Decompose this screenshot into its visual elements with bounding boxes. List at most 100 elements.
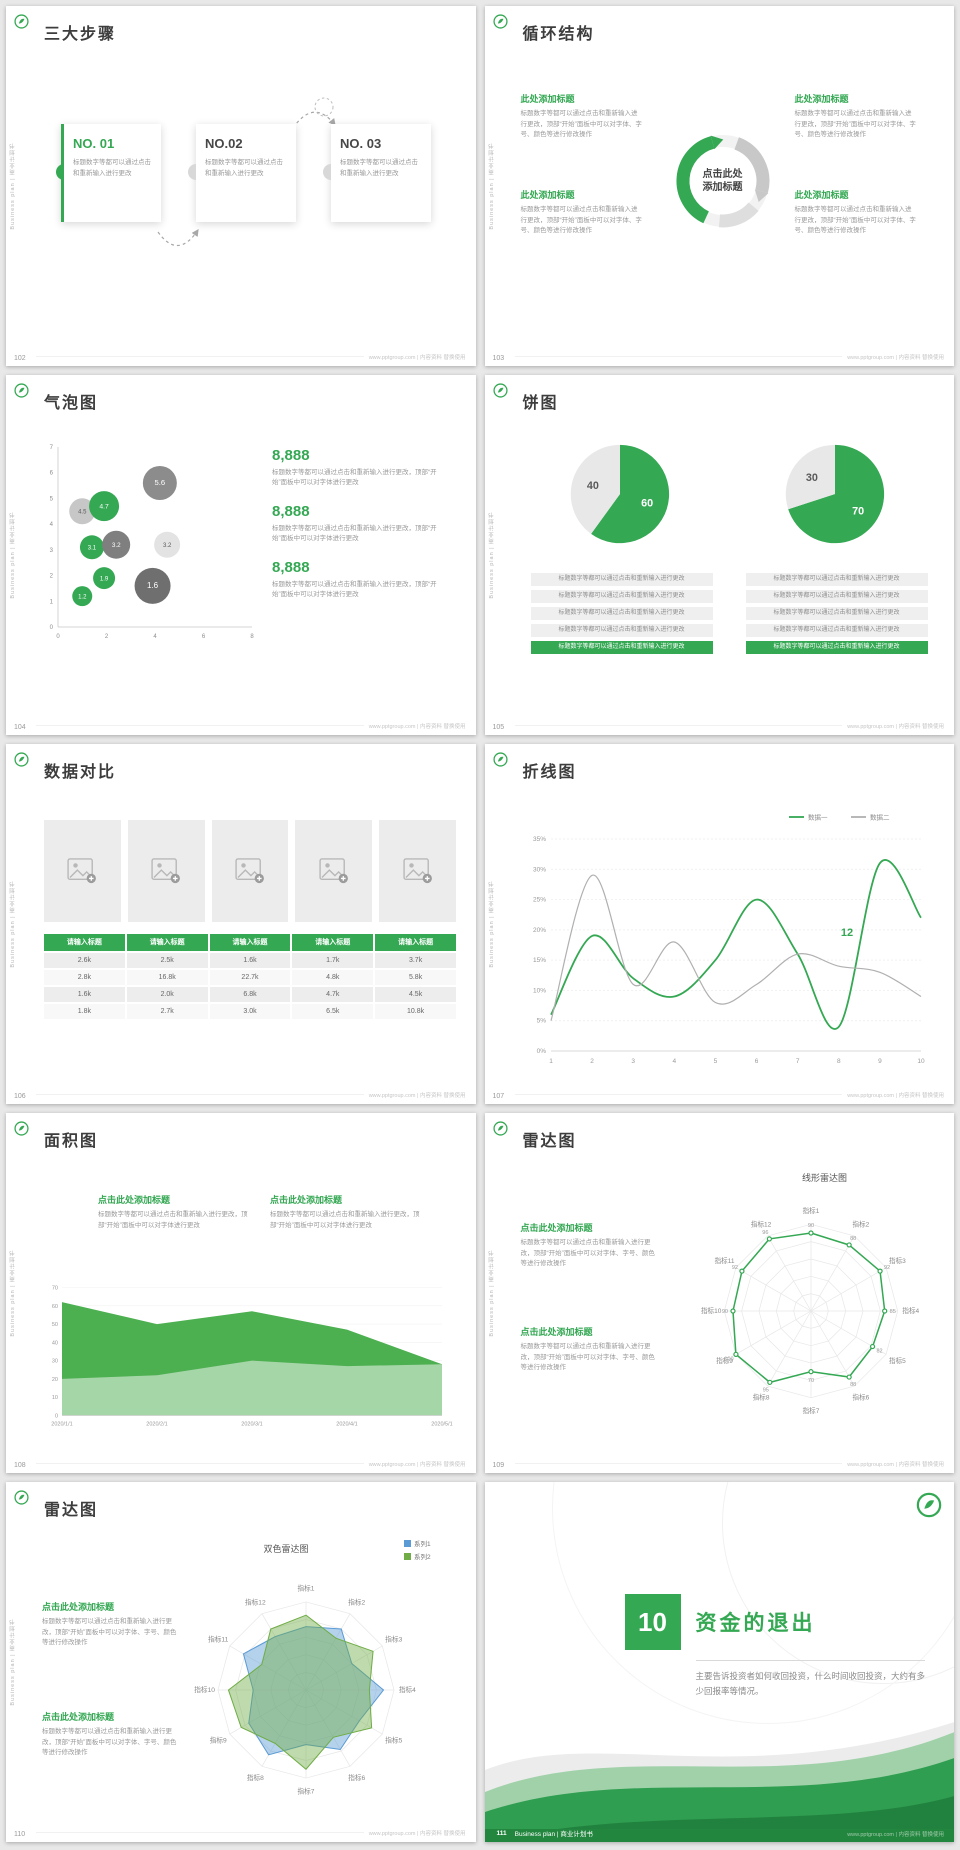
text-bar: 标题数字等都可以通过点击和重新输入进行更改 bbox=[745, 590, 928, 603]
svg-text:30: 30 bbox=[805, 472, 817, 484]
svg-text:指标7: 指标7 bbox=[802, 1406, 819, 1415]
svg-text:3.2: 3.2 bbox=[163, 543, 172, 549]
image-placeholder-row bbox=[44, 820, 456, 922]
text-bar: 标题数字等都可以通过点击和重新输入进行更改 bbox=[745, 573, 928, 586]
block-body: 标题数字等都可以通过点击和重新输入进行更改，顶部“开始”面板中可以对字体、字号、… bbox=[520, 206, 642, 235]
block-body: 标题数字等都可以通过点击和重新输入进行更改，顶部“开始”面板中可以对字体进行更改 bbox=[98, 1211, 248, 1229]
slide-104-bubble-chart[interactable]: Business plan | 商业计划书 气泡图 0 1 2 3 4 5 6 7 0 2 4 6 8 4… bbox=[6, 375, 476, 735]
pie-chart-left: 60 40 bbox=[570, 444, 669, 544]
svg-text:6: 6 bbox=[202, 634, 206, 640]
step-card: NO.02 标题数字等都可以通过点击和重新输入进行更改 bbox=[188, 124, 296, 222]
svg-text:指标1: 指标1 bbox=[802, 1206, 819, 1215]
stats-column: 8,888 标题数字等都可以通过点击和重新输入进行更改，顶部“开始”面板中可以对… bbox=[272, 447, 450, 614]
block-body: 标题数字等都可以通过点击和重新输入进行更改，顶部“开始”面板中可以对字体、字号、… bbox=[520, 110, 642, 139]
stat-value: 8,888 bbox=[272, 502, 310, 520]
text-bar: 标题数字等都可以通过点击和重新输入进行更改 bbox=[745, 624, 928, 637]
vertical-brand-text: Business plan | 商业计划书 bbox=[10, 880, 16, 968]
svg-text:指标12: 指标12 bbox=[245, 1597, 266, 1606]
block-body: 标题数字等都可以通过点击和重新输入进行更改，顶部“开始”面板中可以对字体、字号、… bbox=[42, 1728, 177, 1757]
slide-106-data-table[interactable]: Business plan | 商业计划书 数据对比 请输入标题 请输入标题 请输入… bbox=[6, 744, 476, 1104]
svg-text:35%: 35% bbox=[532, 836, 545, 843]
block-body: 标题数字等都可以通过点击和重新输入进行更改，顶部“开始”面板中可以对字体、字号、… bbox=[520, 1239, 655, 1268]
chart-subtitle: 双色雷达图 bbox=[263, 1544, 309, 1554]
svg-text:指标4: 指标4 bbox=[399, 1685, 416, 1694]
page-number: 104 bbox=[14, 724, 26, 731]
svg-text:92: 92 bbox=[883, 1265, 889, 1271]
slide-103-cycle[interactable]: Business plan | 商业计划书 循环结构 此处添加标题 标题数字等都… bbox=[484, 6, 954, 366]
slide-109-radar-line[interactable]: Business plan | 商业计划书 雷达图 线形雷达图 点击此处添加标题… bbox=[484, 1113, 954, 1473]
text-block: 点击此处添加标题 标题数字等都可以通过点击和重新输入进行更改，顶部“开始”面板中… bbox=[98, 1193, 248, 1231]
table-row: 2.6k 2.5k 1.6k 1.7k 3.7k bbox=[44, 953, 456, 968]
svg-text:90: 90 bbox=[721, 1309, 727, 1315]
svg-text:指标12: 指标12 bbox=[750, 1220, 771, 1229]
text-block: 此处添加标题 标题数字等都可以通过点击和重新输入进行更改，顶部“开始”面板中可以… bbox=[521, 92, 643, 141]
slide-110-radar-fill[interactable]: Business plan | 商业计划书 雷达图 双色雷达图 系列1 系列2 点… bbox=[6, 1482, 476, 1842]
slide-105-pie-charts[interactable]: Business plan | 商业计划书 饼图 60 40 70 30 标题数字等… bbox=[484, 375, 954, 735]
svg-text:10%: 10% bbox=[532, 987, 545, 994]
step-card: NO. 03 标题数字等都可以通过点击和重新输入进行更改 bbox=[323, 124, 431, 222]
svg-text:指标4: 指标4 bbox=[902, 1306, 919, 1315]
step-bump-icon bbox=[188, 164, 196, 180]
section-body: 主要告诉投资者如何收回投资，什么时间收回投资，大约有多少回报率等情况。 bbox=[695, 1671, 926, 1697]
svg-text:30: 30 bbox=[52, 1359, 58, 1365]
slide-footer: www.pptgroup.com | 内容资料 替换使用 bbox=[847, 1832, 944, 1838]
slide-111-section-divider[interactable]: 10 资金的退出 主要告诉投资者如何收回投资，什么时间收回投资，大约有多少回报率… bbox=[484, 1482, 954, 1842]
image-placeholder-icon bbox=[44, 820, 121, 922]
svg-text:指标8: 指标8 bbox=[752, 1392, 769, 1401]
block-body: 标题数字等都可以通过点击和重新输入进行更改，顶部“开始”面板中可以对字体、字号、… bbox=[794, 110, 916, 139]
svg-text:指标10: 指标10 bbox=[701, 1306, 722, 1315]
slide-107-line-chart[interactable]: Business plan | 商业计划书 折线图 0% 5% 10% 15% 20% 2… bbox=[484, 744, 954, 1104]
stat-item: 8,888 标题数字等都可以通过点击和重新输入进行更改，顶部“开始”面板中可以对… bbox=[272, 559, 450, 601]
svg-text:0: 0 bbox=[56, 634, 60, 640]
block-body: 标题数字等都可以通过点击和重新输入进行更改，顶部“开始”面板中可以对字体、字号、… bbox=[794, 206, 916, 235]
vertical-brand-text: Business plan | 商业计划书 bbox=[488, 1249, 495, 1337]
slide-footer: www.pptgroup.com | 内容资料 替换使用 bbox=[368, 1831, 466, 1837]
svg-text:40: 40 bbox=[586, 480, 598, 492]
brand-logo-icon bbox=[14, 14, 29, 29]
svg-text:指标3: 指标3 bbox=[889, 1256, 906, 1265]
block-heading: 此处添加标题 bbox=[794, 94, 849, 104]
block-heading: 点击此处添加标题 bbox=[520, 1223, 593, 1233]
svg-text:4: 4 bbox=[50, 522, 54, 528]
page-number: 107 bbox=[492, 1093, 505, 1100]
slide-footer: www.pptgroup.com | 内容资料 替换使用 bbox=[368, 1093, 466, 1099]
cycle-center-label: 点击此处添加标题 bbox=[702, 169, 743, 193]
svg-text:30%: 30% bbox=[532, 866, 545, 873]
svg-text:2020/4/1: 2020/4/1 bbox=[336, 1422, 357, 1428]
slide-footer: www.pptgroup.com | 内容资料 替换使用 bbox=[368, 724, 466, 730]
text-block: 此处添加标题 标题数字等都可以通过点击和重新输入进行更改，顶部“开始”面板中可以… bbox=[521, 188, 643, 237]
svg-text:4: 4 bbox=[153, 634, 157, 640]
page-number: 102 bbox=[14, 355, 26, 362]
svg-text:5%: 5% bbox=[536, 1018, 546, 1025]
slide-102-three-steps[interactable]: Business plan | 商业计划书 三大步骤 NO. 01 标题数字等都… bbox=[6, 6, 476, 366]
svg-text:0: 0 bbox=[55, 1414, 58, 1420]
svg-text:100: 100 bbox=[724, 1356, 733, 1362]
chart-legend: 系列1 系列2 bbox=[404, 1538, 431, 1564]
svg-text:指标1: 指标1 bbox=[298, 1584, 315, 1593]
vertical-brand-text: Business plan | 商业计划书 bbox=[488, 511, 495, 599]
block-heading: 此处添加标题 bbox=[794, 190, 849, 200]
svg-text:8: 8 bbox=[836, 1058, 840, 1065]
step-card: NO. 01 标题数字等都可以通过点击和重新输入进行更改 bbox=[56, 124, 161, 222]
svg-text:1: 1 bbox=[549, 1058, 553, 1065]
svg-text:指标8: 指标8 bbox=[247, 1773, 264, 1782]
slide-108-area-chart[interactable]: Business plan | 商业计划书 面积图 点击此处添加标题 标题数字等… bbox=[6, 1113, 476, 1473]
section-title: 资金的退出 bbox=[695, 1612, 816, 1635]
pie-chart-right: 70 30 bbox=[785, 444, 884, 544]
dashed-flow-arrows bbox=[157, 97, 336, 247]
block-body: 标题数字等都可以通过点击和重新输入进行更改，顶部“开始”面板中可以对字体、字号、… bbox=[42, 1618, 177, 1647]
svg-text:6: 6 bbox=[754, 1058, 758, 1065]
slide-title: 雷达图 bbox=[522, 1133, 577, 1150]
slide-title: 气泡图 bbox=[44, 395, 99, 412]
svg-text:15%: 15% bbox=[532, 957, 545, 964]
svg-text:92: 92 bbox=[731, 1265, 737, 1271]
svg-text:指标10: 指标10 bbox=[194, 1685, 215, 1694]
vertical-brand-text: Business plan | 商业计划书 bbox=[488, 880, 495, 968]
svg-text:40: 40 bbox=[52, 1340, 58, 1346]
svg-text:指标9: 指标9 bbox=[210, 1736, 227, 1745]
step-body: 标题数字等都可以通过点击和重新输入进行更改 bbox=[205, 159, 283, 177]
slide-title: 循环结构 bbox=[522, 26, 595, 43]
svg-text:12: 12 bbox=[840, 927, 852, 939]
